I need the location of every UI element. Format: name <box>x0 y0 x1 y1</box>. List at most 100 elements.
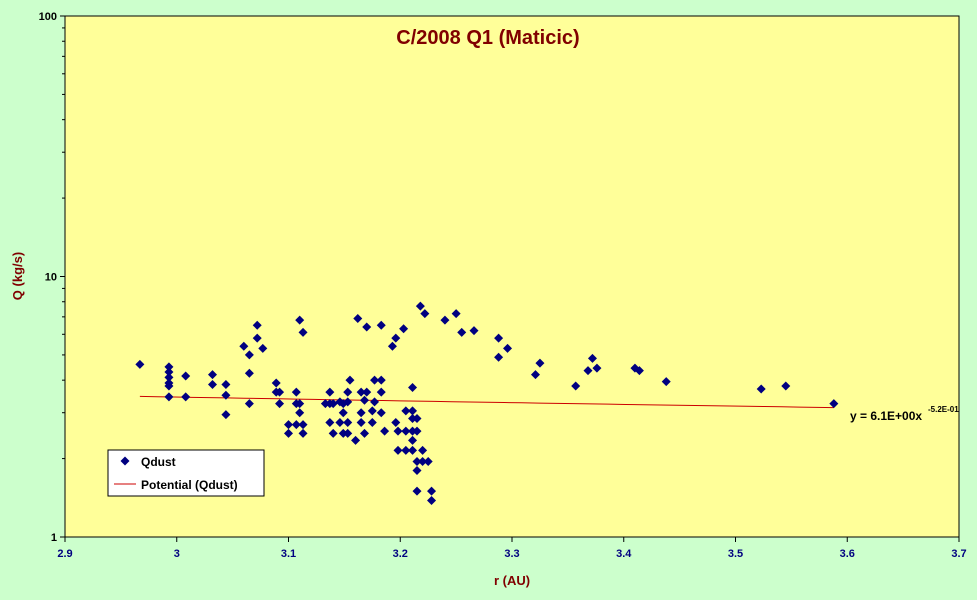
data-point <box>583 366 593 376</box>
data-point <box>275 399 285 409</box>
trendline-potential <box>139 395 834 409</box>
data-point <box>387 341 397 351</box>
data-point <box>376 387 386 397</box>
trendline-equation: y = 6.1E+00x -5.2E-01 <box>850 405 959 423</box>
data-point <box>164 381 174 391</box>
data-point <box>367 406 377 416</box>
data-point <box>393 445 403 455</box>
data-point <box>164 392 174 402</box>
data-point <box>325 387 335 397</box>
x-axis-label: r (AU) <box>494 573 530 588</box>
data-point <box>221 379 231 389</box>
data-point <box>343 418 353 428</box>
data-point <box>408 445 418 455</box>
trendline-equation-exponent: -5.2E-01 <box>928 405 959 414</box>
data-point <box>284 420 293 430</box>
data-point <box>208 379 218 389</box>
data-point <box>370 397 380 407</box>
data-point <box>343 387 353 397</box>
data-point <box>391 333 401 343</box>
legend-label-qdust: Qdust <box>141 455 176 469</box>
x-tick-label: 3.2 <box>393 548 408 560</box>
data-point <box>164 362 174 372</box>
data-point <box>271 378 281 388</box>
data-point <box>338 408 348 418</box>
data-point <box>244 399 254 409</box>
data-point <box>291 420 301 430</box>
data-point <box>345 375 355 385</box>
data-point <box>401 406 411 416</box>
data-point <box>587 353 597 363</box>
data-point <box>295 315 305 325</box>
y-axis-label: Q (kg/s) <box>10 252 25 300</box>
legend-label-potential: Potential (Qdust) <box>141 478 238 492</box>
data-point <box>343 397 353 407</box>
data-point <box>418 456 428 466</box>
data-point <box>423 456 433 466</box>
data-point <box>295 399 305 409</box>
x-tick-label: 2.9 <box>57 548 72 560</box>
data-point <box>376 375 386 385</box>
data-point <box>412 414 422 424</box>
chart-title: C/2008 Q1 (Maticic) <box>396 27 579 49</box>
data-point <box>427 486 437 496</box>
data-point <box>367 418 377 428</box>
data-point <box>401 426 411 436</box>
data-point <box>181 371 191 381</box>
data-point <box>244 368 254 378</box>
data-point <box>356 418 366 428</box>
data-point <box>535 358 545 368</box>
data-point <box>208 370 218 380</box>
data-point <box>298 428 308 438</box>
data-point <box>376 320 386 330</box>
data-point <box>221 390 231 400</box>
data-point <box>164 367 174 377</box>
data-point <box>335 418 345 428</box>
data-point <box>275 387 285 397</box>
legend-box <box>107 449 265 497</box>
y-tick-label: 1 <box>51 532 57 544</box>
data-point <box>376 408 386 418</box>
data-point <box>328 399 338 409</box>
data-point <box>221 410 231 420</box>
data-point <box>362 322 372 332</box>
legend-marker-qdust <box>120 456 130 466</box>
data-point <box>592 363 602 373</box>
x-tick-label: 3.6 <box>840 548 855 560</box>
data-point <box>328 428 338 438</box>
x-tick-label: 3.1 <box>281 548 296 560</box>
data-point <box>399 324 409 334</box>
data-point <box>634 366 644 376</box>
data-point <box>781 381 791 391</box>
data-point <box>359 428 369 438</box>
data-point <box>239 341 249 351</box>
data-point <box>503 343 513 353</box>
y-axis: 1 10 100 <box>39 11 65 544</box>
data-point <box>351 435 361 445</box>
data-point <box>412 426 422 436</box>
data-point <box>440 315 450 325</box>
data-point <box>412 456 422 466</box>
data-point <box>418 445 428 455</box>
data-point <box>343 428 353 438</box>
data-point <box>258 343 268 353</box>
data-point <box>325 418 335 428</box>
trendline-layer <box>139 395 834 409</box>
data-point <box>284 428 293 438</box>
data-point <box>415 301 425 311</box>
data-point <box>356 408 366 418</box>
x-tick-label: 3 <box>174 548 180 560</box>
data-point <box>469 326 479 336</box>
data-point <box>295 408 305 418</box>
data-point <box>135 359 145 369</box>
data-point <box>353 313 363 323</box>
x-tick-label: 3.5 <box>728 548 743 560</box>
data-point <box>356 387 366 397</box>
data-point <box>451 309 461 319</box>
data-point <box>359 395 369 405</box>
data-point <box>393 426 403 436</box>
data-point <box>412 466 422 476</box>
data-point <box>571 381 581 391</box>
data-point <box>291 387 301 397</box>
